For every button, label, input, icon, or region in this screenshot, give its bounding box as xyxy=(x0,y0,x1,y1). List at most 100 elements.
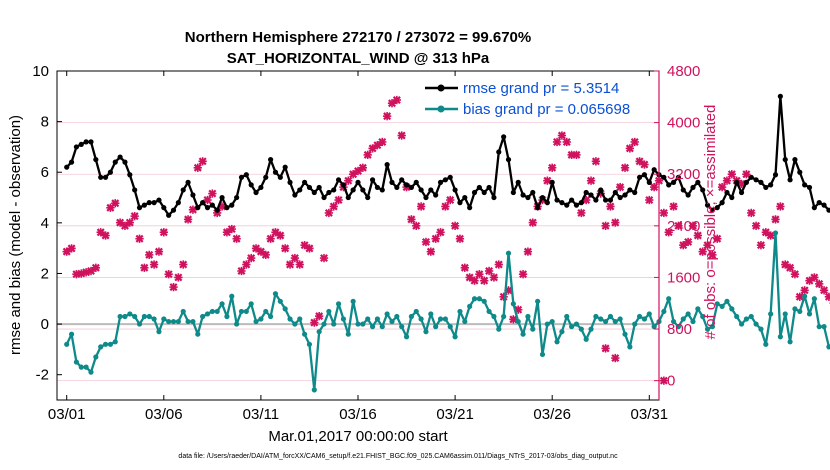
bias-series-point xyxy=(496,326,502,332)
bias-series-point xyxy=(195,331,201,337)
rmse-series-point xyxy=(724,189,730,196)
obs-point xyxy=(319,253,329,263)
rmse-series-point xyxy=(583,189,589,196)
bias-series-point xyxy=(161,316,167,322)
obs-point xyxy=(203,195,212,205)
bias-series-point xyxy=(229,293,235,299)
bias-series-point xyxy=(569,324,575,330)
rmse-series-point xyxy=(690,184,696,191)
obs-point xyxy=(455,234,465,243)
obs-point xyxy=(489,273,499,282)
bias-series-point xyxy=(544,321,550,327)
obs-point xyxy=(572,150,581,160)
rmse-series-point xyxy=(98,174,104,180)
obs-point xyxy=(358,163,368,172)
x-tick-label: 03/21 xyxy=(436,406,474,423)
y2-tick-label: 2400 xyxy=(667,218,700,235)
rmse-series-point xyxy=(612,189,618,196)
rmse-series-point xyxy=(714,205,720,211)
rmse-series-point xyxy=(569,197,575,203)
obs-point xyxy=(630,137,639,147)
bias-series-point xyxy=(306,341,313,347)
obs-point xyxy=(290,253,300,263)
rmse-series-point xyxy=(646,179,652,185)
bias-series-point xyxy=(787,339,793,345)
rmse-series-point xyxy=(573,202,580,208)
rmse-series-point xyxy=(729,194,735,201)
bias-series-point xyxy=(700,313,706,320)
obs-point xyxy=(606,202,615,211)
obs-point xyxy=(81,268,91,277)
y-tick-label: -2 xyxy=(36,367,49,384)
rmse-series-point xyxy=(457,200,463,206)
bias-series-point xyxy=(141,313,147,320)
bias-series-point xyxy=(646,311,652,317)
bias-series-point xyxy=(292,321,298,327)
obs-point xyxy=(179,260,188,269)
obs-point xyxy=(747,208,756,218)
bias-series-point xyxy=(102,341,109,347)
bias-series-point xyxy=(797,308,803,315)
bias-series-point xyxy=(175,318,181,325)
bias-series-point xyxy=(423,329,429,335)
bias-series-point xyxy=(399,324,405,330)
bias-series-point xyxy=(98,344,104,350)
bias-series-point xyxy=(753,321,759,327)
rmse-series-point xyxy=(821,202,827,208)
obs-point xyxy=(727,170,736,179)
obs-point xyxy=(285,260,295,269)
y2-tick-label: 1600 xyxy=(667,269,700,286)
bias-series-point xyxy=(704,326,711,332)
rmse-series-point xyxy=(166,212,172,218)
bias-series-point xyxy=(428,311,434,317)
rmse-series-point xyxy=(399,177,405,183)
bias-series-point xyxy=(612,318,618,325)
obs-point xyxy=(315,311,324,321)
bias-series-point xyxy=(724,298,730,304)
rmse-series-point xyxy=(763,184,769,191)
rmse-series-point xyxy=(68,159,75,165)
rmse-series-point xyxy=(107,169,114,175)
rmse-series-point xyxy=(321,194,327,201)
obs-point xyxy=(169,282,178,292)
rmse-series-point xyxy=(112,159,118,165)
rmse-series-point xyxy=(180,187,186,193)
obs-point xyxy=(649,182,659,192)
rmse-series-point xyxy=(602,197,609,203)
rmse-series-point xyxy=(772,172,779,178)
bias-series-point xyxy=(365,316,371,322)
obs-point xyxy=(67,244,76,253)
bias-series-point xyxy=(355,321,361,327)
obs-point xyxy=(450,221,460,230)
rmse-series-point xyxy=(627,187,633,193)
obs-point xyxy=(382,111,392,121)
rmse-series-point xyxy=(331,187,337,193)
rmse-series-point xyxy=(539,194,546,201)
bias-series-point xyxy=(734,313,740,320)
rmse-series-point xyxy=(496,149,502,155)
rmse-series-point xyxy=(700,187,706,193)
bias-series-point xyxy=(816,324,822,330)
obs-point xyxy=(344,176,353,185)
x-axis-label: Mar.01,2017 00:00:00 start xyxy=(268,428,448,445)
bias-series-point xyxy=(583,336,589,342)
x-tick-label: 03/06 xyxy=(145,406,183,423)
bias-series-point xyxy=(384,311,390,317)
obs-point xyxy=(601,344,610,353)
x-tick-label: 03/26 xyxy=(533,406,571,423)
rmse-series-point xyxy=(355,179,361,185)
obs-point xyxy=(562,137,571,147)
rmse-series-point xyxy=(787,177,793,183)
rmse-series-point xyxy=(73,144,80,150)
rmse-series-point xyxy=(316,184,322,191)
plot-area xyxy=(56,70,830,401)
obs-point xyxy=(421,237,431,247)
obs-point xyxy=(431,234,440,243)
obs-point xyxy=(688,221,698,230)
obs-point xyxy=(616,182,625,192)
y-axis-left: -2 0 2 4 6 8 10 xyxy=(32,63,62,384)
obs-point xyxy=(577,208,586,218)
obs-point xyxy=(208,189,217,198)
obs-point xyxy=(543,176,552,185)
rmse-series-point xyxy=(292,192,298,198)
